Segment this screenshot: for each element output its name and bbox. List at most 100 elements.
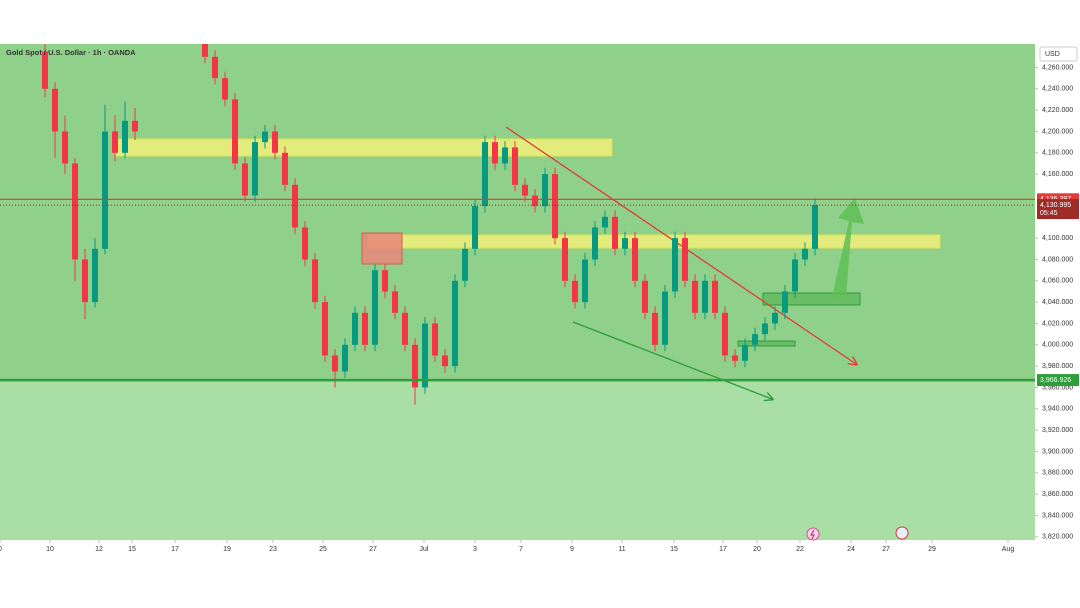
candle-body	[422, 323, 428, 388]
candle-body	[382, 270, 388, 292]
y-tick-label: 4,020.000	[1042, 320, 1073, 327]
y-tick-label: 4,080.000	[1042, 256, 1073, 263]
candle-body	[392, 291, 398, 313]
x-tick-label: 19	[223, 546, 231, 553]
candle-body	[222, 78, 228, 100]
candle-body	[592, 227, 598, 260]
x-tick-label: 17	[719, 546, 727, 553]
chart-title: Gold Spot / U.S. Dollar · 1h · OANDA	[6, 48, 136, 57]
candle-body	[72, 163, 78, 260]
x-tick-label: 24	[847, 546, 855, 553]
candle-body	[292, 184, 298, 228]
candle-body	[412, 344, 418, 388]
x-tick-label: Aug	[1002, 546, 1015, 553]
x-tick-label: 15	[128, 546, 136, 553]
candle-body	[342, 344, 348, 372]
y-tick-label: 4,100.000	[1042, 235, 1073, 242]
candle-body	[322, 302, 328, 356]
y-tick-label: 4,220.000	[1042, 107, 1073, 114]
candle-body	[582, 259, 588, 303]
x-tick-label: 29	[928, 546, 936, 553]
candle-body	[632, 238, 638, 281]
candle-body	[252, 142, 258, 196]
supply-zone	[361, 232, 403, 265]
price-label-box	[1037, 374, 1079, 387]
candle-body	[672, 238, 678, 292]
candle-body	[772, 312, 778, 324]
y-tick-label: 3,920.000	[1042, 427, 1073, 434]
candle-body	[82, 259, 88, 303]
x-tick-label: 9	[570, 546, 574, 553]
candle-body	[362, 312, 368, 345]
plot-area	[0, 44, 1035, 405]
candle-body	[712, 280, 718, 313]
candle-body	[62, 131, 68, 164]
candle-body	[662, 291, 668, 345]
x-tick-label: 11	[618, 546, 625, 553]
candle-body	[372, 270, 378, 345]
x-tick-label: 27	[882, 546, 890, 553]
y-tick-label: 4,180.000	[1042, 150, 1073, 157]
candle-body	[602, 216, 608, 228]
candle-body	[612, 216, 618, 249]
candle-body	[112, 131, 118, 153]
candle-body	[532, 195, 538, 207]
candle-body	[742, 344, 748, 361]
candle-body	[692, 280, 698, 313]
trend-line	[505, 126, 856, 364]
candle-body	[682, 238, 688, 281]
y-tick-label: 3,940.000	[1042, 406, 1073, 413]
x-tick-label: 0	[0, 546, 2, 553]
candle-body	[482, 142, 488, 207]
candle-body	[642, 280, 648, 313]
candle-body	[402, 312, 408, 345]
candle-body	[552, 174, 558, 239]
x-tick-label: Jul	[420, 546, 429, 553]
x-tick-label: 20	[753, 546, 761, 553]
candle-body	[762, 323, 768, 335]
y-tick-label: 3,820.000	[1042, 534, 1073, 541]
x-tick-label: 23	[269, 546, 277, 553]
candle-body	[272, 131, 278, 153]
candle-body	[122, 120, 128, 153]
event-icon-glyph	[810, 529, 815, 540]
currency-box	[1039, 46, 1078, 62]
y-tick-label: 4,000.000	[1042, 342, 1073, 349]
x-tick-label: 25	[319, 546, 327, 553]
x-tick-label: 15	[670, 546, 678, 553]
y-tick-label: 3,900.000	[1042, 448, 1073, 455]
currency: USD	[1045, 51, 1060, 58]
candle-body	[452, 280, 458, 367]
y-tick-label: 4,060.000	[1042, 278, 1073, 285]
event-icon[interactable]	[806, 527, 820, 541]
countdown-label: 05:45	[1040, 210, 1058, 217]
candle-body	[312, 259, 318, 303]
candle-body	[542, 174, 548, 207]
candle-body	[512, 147, 518, 185]
candle-body	[352, 312, 358, 345]
resistance-zone	[115, 138, 613, 157]
y-tick-label: 3,880.000	[1042, 470, 1073, 477]
candle-body	[462, 248, 468, 281]
x-tick-label: 3	[473, 546, 477, 553]
y-tick-label: 4,200.000	[1042, 128, 1073, 135]
candle-body	[722, 312, 728, 356]
y-tick-label: 4,040.000	[1042, 299, 1073, 306]
candle-body	[562, 238, 568, 281]
resistance-zone	[367, 234, 941, 249]
x-tick-label: 12	[95, 546, 103, 553]
x-tick-label: 7	[519, 546, 523, 553]
x-tick-label: 17	[171, 546, 179, 553]
plot-background	[0, 44, 1035, 381]
candle-body	[702, 280, 708, 313]
x-tick-label: 22	[796, 546, 804, 553]
candle-body	[262, 131, 268, 143]
candle-body	[802, 248, 808, 260]
candle-body	[792, 259, 798, 292]
event-flag-icon[interactable]	[895, 526, 909, 540]
candle-body	[282, 152, 288, 185]
candle-body	[782, 291, 788, 313]
candle-body	[442, 355, 448, 367]
candle-body	[752, 334, 758, 345]
